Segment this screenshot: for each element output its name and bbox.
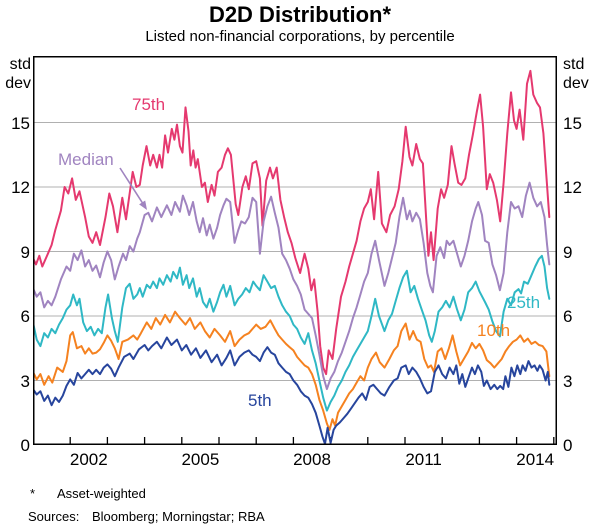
y-tick-label-left: 6 (20, 307, 30, 326)
y-tick-label-right: 6 (563, 307, 573, 326)
footnote-marker: * (30, 486, 36, 501)
y-tick-label-right: 15 (563, 113, 582, 133)
x-tick-label: 2008 (293, 450, 331, 469)
plot-area (33, 56, 557, 445)
y-tick-label-left: 9 (20, 242, 30, 262)
median-arrow-head (139, 200, 147, 210)
series-label-25th: 25th (507, 293, 541, 312)
sources-label: Sources: (28, 509, 80, 524)
series-label-10th: 10th (477, 321, 511, 340)
y-axis-unit-std: std (563, 56, 585, 73)
sources-text: Bloomberg; Morningstar; RBA (92, 509, 265, 524)
y-tick-label-right: 3 (563, 371, 573, 391)
y-axis-unit-dev: dev (563, 75, 589, 92)
x-tick-label: 2005 (181, 450, 220, 469)
y-tick-label-left: 3 (20, 371, 30, 391)
series-line-median (33, 181, 551, 391)
x-tick-label: 2011 (405, 450, 442, 469)
y-tick-label-left: 15 (11, 113, 30, 133)
series-label-75th: 75th (132, 95, 166, 114)
x-tick-label: 2002 (69, 450, 108, 469)
plot-frame (33, 56, 557, 445)
y-axis-unit-left: std dev (0, 55, 31, 93)
series-label-median: Median (58, 150, 114, 169)
y-tick-label-right: 12 (563, 178, 582, 197)
y-axis-unit-std: std (9, 56, 31, 73)
median-arrow (119, 167, 144, 205)
y-axis-unit-dev: dev (5, 75, 31, 92)
series-label-5th: 5th (248, 391, 272, 410)
series-line-75th (33, 69, 551, 376)
series-line-10th (33, 310, 551, 431)
series-line-5th (33, 336, 551, 445)
series-line-25th (33, 254, 551, 412)
y-tick-label-right: 9 (563, 242, 573, 262)
chart-subtitle: Listed non-financial corporations, by pe… (145, 28, 455, 45)
x-tick-label: 2014 (516, 450, 555, 469)
y-tick-label-left: 12 (11, 178, 30, 197)
footnote-text: Asset-weighted (57, 486, 146, 501)
chart-title: D2D Distribution* (208, 2, 392, 27)
y-tick-label-right: 0 (563, 436, 573, 455)
y-tick-label-left: 0 (20, 436, 30, 455)
y-axis-unit-right: std dev (563, 55, 589, 93)
